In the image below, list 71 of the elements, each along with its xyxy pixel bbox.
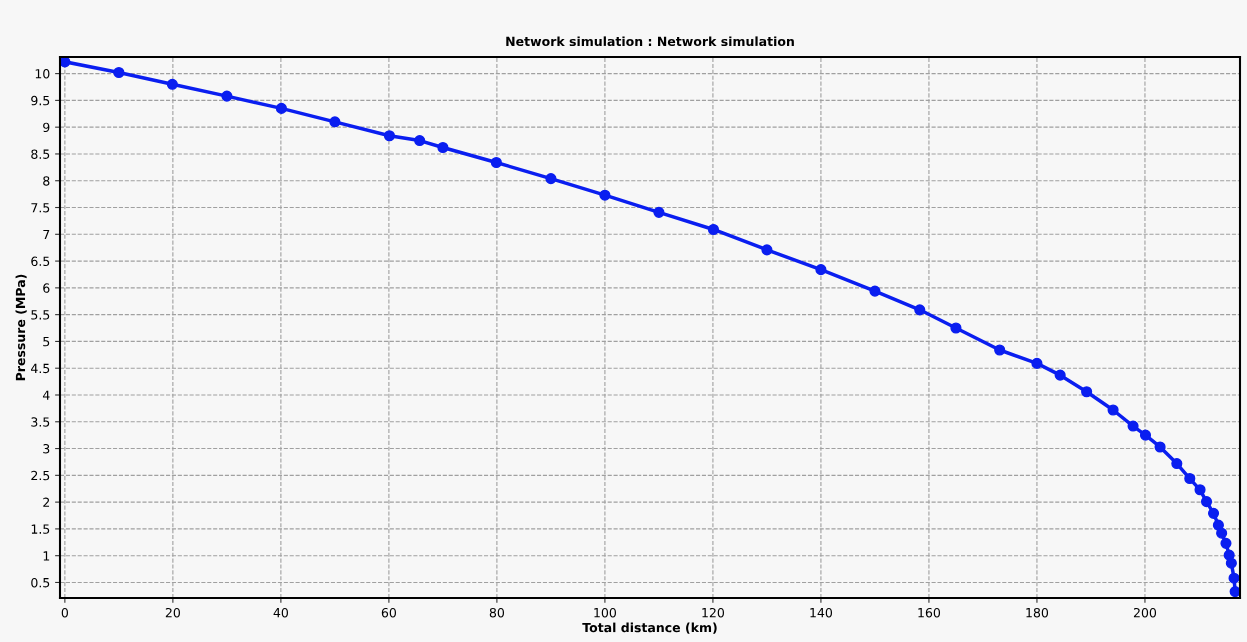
point [275,102,287,114]
x-tick-label: 80 [489,607,505,618]
point [1139,429,1152,441]
y-tick-label: 2 [43,497,50,507]
y-tick-label: 9 [43,122,50,133]
y-tick-label: 10 [35,69,50,79]
x-tick-label: 40 [273,607,288,618]
y-tick-label: 8 [43,176,50,186]
x-tick-label: 120 [702,607,725,618]
point [437,141,449,154]
x-axis-title: Total distance (km) [582,622,717,634]
point [1220,537,1232,549]
point [1216,527,1228,539]
point [166,78,178,90]
point [545,173,557,185]
y-tick-label: 5 [43,337,50,347]
y-tick-label: 3.5 [31,417,50,427]
x-tick-label: 60 [381,607,397,618]
point [414,135,426,147]
y-tick-label: 6 [43,283,50,293]
point [1194,484,1206,496]
point [1207,507,1220,519]
point [1127,420,1139,432]
y-tick-label: 2.5 [31,470,50,481]
point [761,244,773,256]
y-tick-label: 5.5 [31,310,50,320]
point [1107,404,1119,416]
point [1184,472,1196,485]
y-tick-label: 7 [43,229,50,240]
y-tick-label: 4.5 [31,363,50,374]
point [1229,586,1240,598]
point [950,322,962,334]
point [221,90,233,102]
point [113,66,125,79]
x-tick-label: 200 [1133,607,1157,618]
y-tick-label: 4 [42,390,50,400]
point [1225,557,1237,569]
x-tick-label: 140 [810,607,833,618]
y-tick-label: 0.5 [31,577,50,588]
y-tick-label: 7.5 [31,203,50,213]
point [329,116,341,128]
point [1171,457,1183,470]
x-tick-label: 20 [165,607,180,618]
x-tick-label: 0 [61,607,69,618]
chart-title: Network simulation : Network simulation [506,36,794,47]
point [815,264,827,276]
point [1054,369,1066,381]
y-tick-label: 6.5 [31,256,50,267]
y-tick-label: 8.5 [31,149,50,159]
point [1200,496,1213,508]
point [383,130,395,142]
point [1031,357,1043,369]
x-tick-label: 160 [918,607,941,618]
point [599,189,611,201]
point [869,285,881,297]
point [653,206,665,218]
point [994,344,1006,356]
point [707,223,720,236]
point [1081,386,1093,398]
x-tick-label: 100 [594,607,617,618]
point [490,156,502,169]
point [914,304,926,316]
y-axis-title: Pressure (MPa) [15,274,27,381]
y-tick-label: 1.5 [31,524,50,534]
y-tick-label: 1 [43,551,50,561]
point [1154,441,1166,453]
point [60,57,71,68]
x-tick-label: 180 [1026,607,1049,618]
point [1228,572,1240,584]
y-tick-label: 9.5 [31,95,50,106]
y-tick-label: 3 [43,444,50,454]
